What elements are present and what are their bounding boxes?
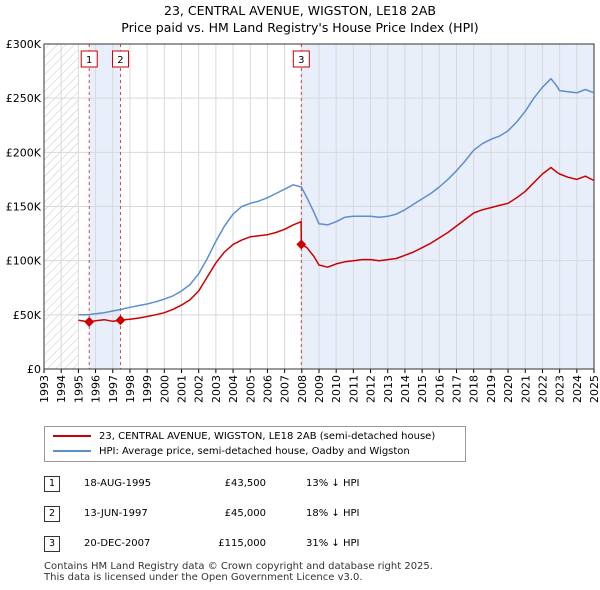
legend-label-property: 23, CENTRAL AVENUE, WIGSTON, LE18 2AB (s… bbox=[99, 431, 436, 442]
y-tick-label: £50K bbox=[13, 309, 42, 322]
footer-licence: This data is licensed under the Open Gov… bbox=[44, 572, 363, 583]
x-tick-label: 2003 bbox=[210, 375, 223, 403]
x-tick-label: 1995 bbox=[72, 375, 85, 403]
x-tick-label: 2009 bbox=[313, 375, 326, 403]
x-tick-label: 2000 bbox=[158, 375, 171, 403]
sale-marker-label: 3 bbox=[298, 55, 304, 66]
sale-date: 18-AUG-1995 bbox=[84, 478, 152, 489]
sale-date: 13-JUN-1997 bbox=[84, 508, 148, 519]
x-tick-label: 2015 bbox=[416, 375, 429, 403]
y-tick-label: £150K bbox=[6, 201, 42, 214]
sale-marker-box bbox=[111, 50, 129, 68]
x-tick-label: 2007 bbox=[279, 375, 292, 403]
y-tick-label: £250K bbox=[6, 92, 42, 105]
series-line-property bbox=[78, 166, 595, 323]
sale-row: 1 18-AUG-1995 £43,500 13% ↓ HPI bbox=[44, 476, 464, 492]
sale-marker-box bbox=[292, 50, 310, 68]
sale-hpi-diff: 13% ↓ HPI bbox=[306, 478, 360, 489]
x-tick-label: 2017 bbox=[451, 375, 464, 403]
x-tick-label: 2011 bbox=[347, 375, 360, 403]
sale-price: £43,500 bbox=[224, 478, 266, 489]
x-tick-label: 1993 bbox=[38, 375, 51, 403]
x-tick-label: 2002 bbox=[193, 375, 206, 403]
x-tick-label: 2020 bbox=[502, 375, 515, 403]
legend-item-property: 23, CENTRAL AVENUE, WIGSTON, LE18 2AB (s… bbox=[53, 430, 435, 444]
x-tick-label: 1999 bbox=[141, 375, 154, 403]
x-tick-label: 1996 bbox=[90, 375, 103, 403]
x-tick-label: 2008 bbox=[296, 375, 309, 403]
x-tick-label: 2021 bbox=[519, 375, 532, 403]
x-tick-label: 2023 bbox=[554, 375, 567, 403]
x-tick-label: 2004 bbox=[227, 375, 240, 403]
price-chart: £0 £50K £100K £150K £200K £250K £300K 1993 1994 1… bbox=[6, 38, 600, 403]
sale-number: 2 bbox=[44, 506, 60, 522]
sale-hpi-diff: 31% ↓ HPI bbox=[306, 538, 360, 549]
sale-price: £45,000 bbox=[224, 508, 266, 519]
chart-title: 23, CENTRAL AVENUE, WIGSTON, LE18 2AB bbox=[164, 3, 436, 18]
x-tick-label: 2012 bbox=[365, 375, 378, 403]
legend-swatch-property bbox=[53, 435, 91, 437]
x-tick-label: 1994 bbox=[55, 375, 68, 403]
x-tick-label: 2014 bbox=[399, 375, 412, 403]
y-tick-label: £200K bbox=[6, 146, 42, 159]
plot-frame bbox=[43, 43, 595, 370]
sale-number: 3 bbox=[44, 536, 60, 552]
legend-item-hpi: HPI: Average price, semi-detached house,… bbox=[53, 445, 410, 459]
x-tick-label: 2025 bbox=[588, 375, 600, 403]
x-tick-label: 2024 bbox=[571, 375, 584, 403]
x-tick-label: 2005 bbox=[244, 375, 257, 403]
x-tick-label: 2013 bbox=[382, 375, 395, 403]
y-tick-label: £300K bbox=[6, 38, 42, 51]
sale-marker-label: 1 bbox=[86, 55, 92, 66]
sale-row: 3 20-DEC-2007 £115,000 31% ↓ HPI bbox=[44, 536, 464, 552]
x-tick-label: 2018 bbox=[468, 375, 481, 403]
footer: Contains HM Land Registry data © Crown c… bbox=[44, 561, 433, 583]
footer-copyright: Contains HM Land Registry data © Crown c… bbox=[44, 561, 433, 572]
legend-swatch-hpi bbox=[53, 450, 91, 452]
legend-label-hpi: HPI: Average price, semi-detached house,… bbox=[99, 446, 410, 457]
x-tick-label: 1998 bbox=[124, 375, 137, 403]
series-line-hpi bbox=[78, 77, 595, 316]
x-tick-label: 2019 bbox=[485, 375, 498, 403]
sale-marker-label: 2 bbox=[117, 55, 123, 66]
sale-number: 1 bbox=[44, 476, 60, 492]
sale-marker-box bbox=[80, 50, 98, 68]
x-tick-label: 2016 bbox=[433, 375, 446, 403]
x-tick-label: 2022 bbox=[536, 375, 549, 403]
sale-price: £115,000 bbox=[218, 538, 266, 549]
sale-date: 20-DEC-2007 bbox=[84, 538, 151, 549]
x-tick-label: 2001 bbox=[176, 375, 189, 403]
chart-subtitle: Price paid vs. HM Land Registry's House … bbox=[121, 20, 479, 35]
legend: 23, CENTRAL AVENUE, WIGSTON, LE18 2AB (s… bbox=[44, 426, 466, 462]
sale-hpi-diff: 18% ↓ HPI bbox=[306, 508, 360, 519]
y-tick-label: £100K bbox=[6, 255, 42, 268]
y-tick-label: £0 bbox=[27, 363, 41, 376]
x-tick-label: 1997 bbox=[107, 375, 120, 403]
sale-row: 2 13-JUN-1997 £45,000 18% ↓ HPI bbox=[44, 506, 464, 522]
x-tick-label: 2006 bbox=[261, 375, 274, 403]
x-tick-label: 2010 bbox=[330, 375, 343, 403]
sale-point bbox=[296, 239, 307, 250]
